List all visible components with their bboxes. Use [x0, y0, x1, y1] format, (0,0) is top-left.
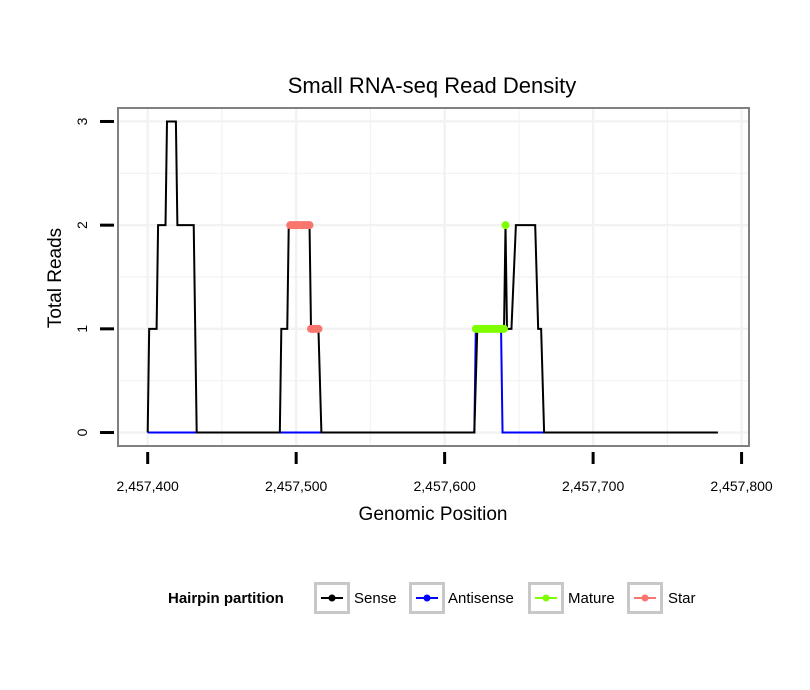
x-tick-label: 2,457,500	[265, 478, 327, 494]
x-tick-label: 2,457,400	[117, 478, 179, 494]
legend: Hairpin partition Sense Antisense Mature St…	[168, 582, 696, 614]
legend-key-point	[328, 594, 336, 602]
point-star	[305, 221, 314, 230]
y-axis: 0 1 2 3	[74, 117, 114, 436]
y-tick-label: 1	[74, 325, 90, 333]
point-mature	[500, 324, 509, 333]
point-mature	[501, 221, 510, 230]
x-axis-title: Genomic Position	[359, 504, 508, 525]
legend-label-star: Star	[668, 590, 696, 607]
plot-border	[117, 107, 750, 447]
legend-label-mature: Mature	[568, 590, 615, 607]
point-star	[314, 324, 323, 333]
chart-title: Small RNA-seq Read Density	[288, 73, 577, 98]
series-line-sense	[146, 120, 718, 434]
x-tick-label: 2,457,700	[562, 478, 624, 494]
y-tick-label: 3	[74, 117, 90, 125]
y-axis-title: Total Reads	[45, 228, 66, 328]
legend-label-sense: Sense	[354, 590, 397, 607]
x-axis: 2,457,400 2,457,500 2,457,600 2,457,700 2,45…	[117, 452, 773, 494]
legend-title: Hairpin partition	[168, 590, 284, 607]
series-points	[286, 221, 510, 333]
y-tick-label: 0	[74, 428, 90, 436]
y-tick-label: 2	[74, 221, 90, 229]
x-tick-label: 2,457,800	[710, 478, 772, 494]
x-tick-label: 2,457,600	[413, 478, 475, 494]
legend-key-point	[641, 594, 649, 602]
legend-label-antisense: Antisense	[448, 590, 514, 607]
legend-key-point	[542, 594, 550, 602]
legend-key-point	[423, 594, 431, 602]
